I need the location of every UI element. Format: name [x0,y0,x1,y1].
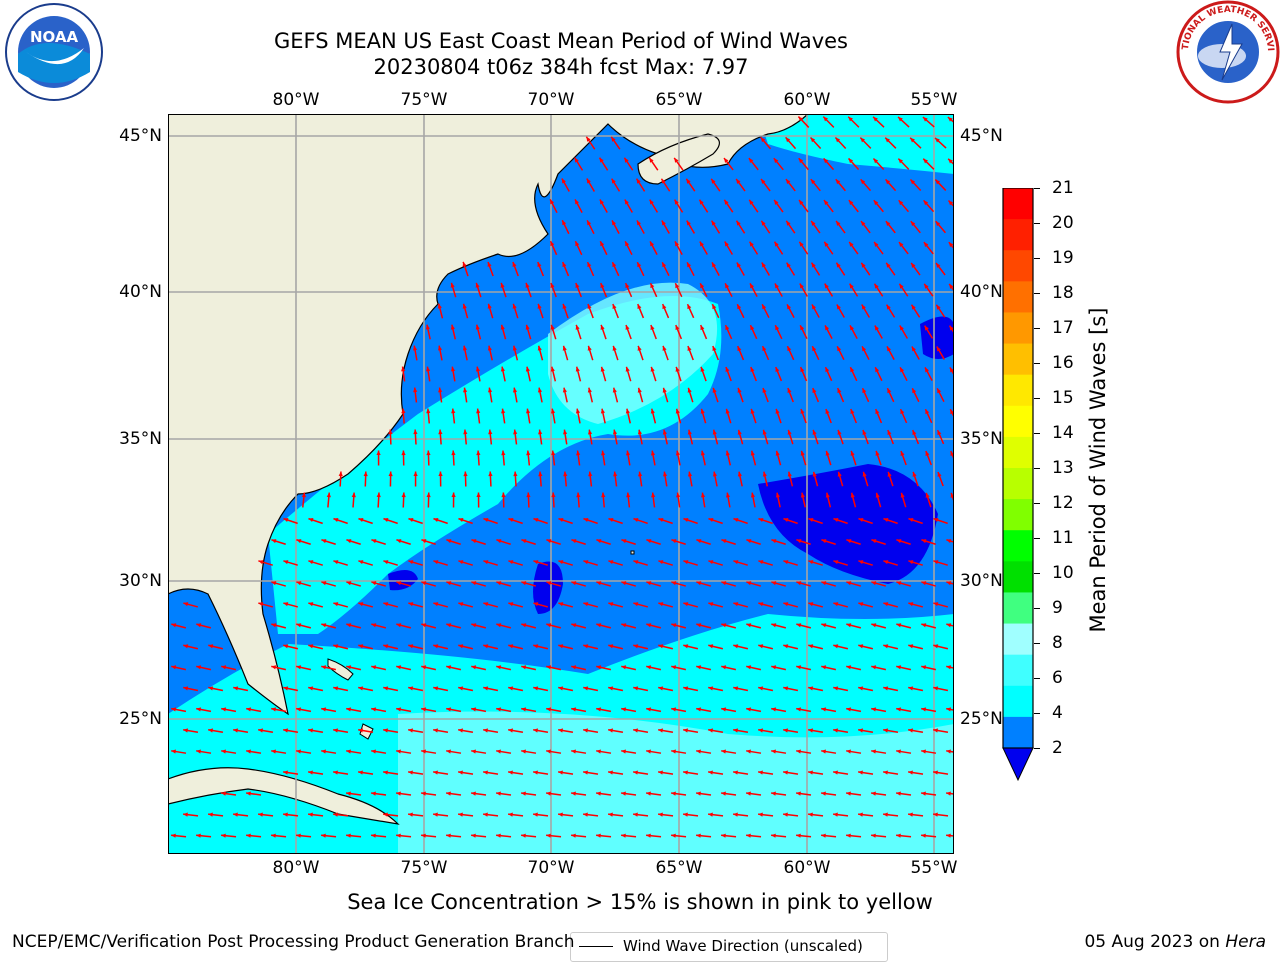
colorbar-tick-label: 20 [1052,213,1074,233]
colorbar-segment [1003,281,1033,313]
colorbar-tick [1034,188,1040,189]
colorbar-tick-label: 14 [1052,423,1074,443]
colorbar-segment [1003,592,1033,624]
sea-ice-note: Sea Ice Concentration > 15% is shown in … [160,890,1120,914]
map-canvas [168,114,954,854]
colorbar-segment [1003,499,1033,531]
map-legend: Wind Wave Direction (unscaled) [570,932,888,962]
colorbar-tick-label: 6 [1052,668,1063,688]
colorbar-tick [1034,363,1040,364]
colorbar-segment [1003,188,1033,220]
colorbar-segment [1003,406,1033,438]
colorbar-segment [1003,312,1033,344]
lon-label-top: 65°W [656,90,703,110]
colorbar-tick-label: 9 [1052,598,1063,618]
colorbar-tick [1034,538,1040,539]
colorbar-tick-label: 12 [1052,493,1074,513]
lon-label-bottom: 60°W [784,858,831,878]
lat-label-left: 30°N [119,571,162,591]
ocean-deep-ne [920,317,954,360]
chart-title: GEFS MEAN US East Coast Mean Period of W… [160,28,962,54]
colorbar-segment [1003,344,1033,376]
lon-label-top: 60°W [784,90,831,110]
lat-label-right: 45°N [960,126,1003,146]
lon-label-top: 55°W [911,90,958,110]
colorbar-tick-label: 8 [1052,633,1063,653]
map-panel: Wind Wave Direction (unscaled) [168,114,954,854]
footer-date: 05 Aug 2023 on Hera [1084,932,1266,952]
colorbar-tick [1034,748,1040,749]
colorbar-tick [1034,573,1040,574]
lat-label-right: 35°N [960,429,1003,449]
lat-label-right: 25°N [960,709,1003,729]
colorbar-tick-label: 19 [1052,248,1074,268]
nws-logo: NATIONAL WEATHER SERVICE [1176,0,1280,104]
lon-label-top: 70°W [528,90,575,110]
colorbar-tick-label: 15 [1052,388,1074,408]
land-bermuda [631,551,634,554]
colorbar-tick-label: 11 [1052,528,1074,548]
noaa-logo-text: NOAA [30,28,79,46]
colorbar-tick [1034,258,1040,259]
lon-label-bottom: 80°W [273,858,320,878]
colorbar-segment [1003,686,1033,718]
lon-label-top: 75°W [401,90,448,110]
colorbar-tick [1034,398,1040,399]
colorbar-tick-label: 4 [1052,703,1063,723]
colorbar-segment [1003,530,1033,562]
colorbar-tick [1034,468,1040,469]
lat-label-right: 30°N [960,571,1003,591]
colorbar-segment [1003,624,1033,656]
colorbar-tick [1034,713,1040,714]
legend-line-swatch [579,946,613,947]
lat-label-left: 40°N [119,282,162,302]
colorbar-segment [1003,717,1033,749]
colorbar-tick [1034,678,1040,679]
lat-label-right: 40°N [960,282,1003,302]
colorbar-tick [1034,328,1040,329]
footer-branch: NCEP/EMC/Verification Post Processing Pr… [12,932,575,952]
colorbar-tick [1034,608,1040,609]
footer-date-text: 05 Aug 2023 on [1084,932,1225,952]
colorbar-tick [1034,433,1040,434]
colorbar-segment [1003,468,1033,500]
colorbar-tick [1034,643,1040,644]
colorbar-tick-label: 18 [1052,283,1074,303]
colorbar-tick-label: 16 [1052,353,1074,373]
colorbar-tick [1034,293,1040,294]
lon-label-top: 80°W [273,90,320,110]
lon-label-bottom: 65°W [656,858,703,878]
lon-label-bottom: 55°W [911,858,958,878]
colorbar-segment [1003,250,1033,282]
chart-subtitle: 20230804 t06z 384h fcst Max: 7.97 [160,54,962,80]
footer-machine: Hera [1225,932,1266,952]
colorbar-tick-label: 17 [1052,318,1074,338]
legend-label: Wind Wave Direction (unscaled) [623,937,863,955]
lat-label-left: 45°N [119,126,162,146]
colorbar-segment [1003,561,1033,593]
colorbar-segment [1003,219,1033,251]
colorbar-segment [1003,437,1033,469]
colorbar-tick-label: 13 [1052,458,1074,478]
lat-label-left: 25°N [119,709,162,729]
colorbar [1002,188,1034,782]
colorbar-tick-label: 21 [1052,178,1074,198]
colorbar-tick [1034,503,1040,504]
colorbar-label: Mean Period of Wind Waves [s] [1086,308,1110,633]
lon-label-bottom: 75°W [401,858,448,878]
colorbar-tick [1034,223,1040,224]
noaa-logo: NOAA [4,2,104,102]
lat-label-left: 35°N [119,429,162,449]
colorbar-segment [1003,655,1033,687]
colorbar-segment [1003,375,1033,407]
lon-label-bottom: 70°W [528,858,575,878]
colorbar-tick-label: 10 [1052,563,1074,583]
colorbar-extend-arrow [1003,748,1033,780]
colorbar-tick-label: 2 [1052,738,1063,758]
